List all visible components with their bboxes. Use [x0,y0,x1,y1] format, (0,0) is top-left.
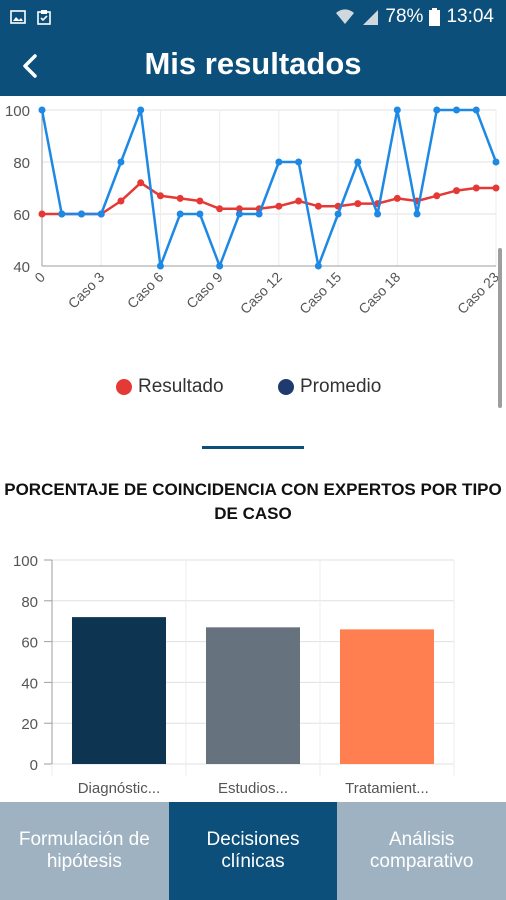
x-tick-label: Caso 15 [296,269,344,317]
data-point-resultado [472,184,480,192]
x-tick-label: Caso 6 [124,269,167,312]
y-tick-label: 20 [21,716,38,733]
data-point-resultado [117,197,125,205]
data-point-promedio [97,210,105,218]
y-tick-label: 60 [21,635,38,652]
image-icon [10,10,26,24]
bar [340,629,434,764]
data-point-promedio [38,106,46,114]
bar-chart: 0 20 40 60 80 100 Diagnóstic... Estudios... Trat… [13,553,455,797]
legend-item-resultado[interactable]: Resultado [116,376,224,398]
clock: 13:04 [446,6,494,27]
data-point-promedio [433,106,441,114]
battery-icon [429,8,441,26]
data-point-resultado [393,194,401,202]
wifi-icon [336,9,355,24]
data-point-promedio [354,158,362,166]
section-divider [202,446,304,449]
data-point-resultado [453,187,461,195]
data-point-promedio [176,210,184,218]
y-tick-label: 60 [13,207,30,224]
data-point-promedio [137,106,145,114]
legend-dot-promedio [278,379,294,395]
scrollbar[interactable] [498,248,502,408]
data-point-resultado [196,197,204,205]
app-bar: Mis resultados [0,36,506,96]
x-tick-label: Caso 12 [237,269,285,317]
x-tick-label: Caso 9 [183,269,226,312]
data-point-promedio [314,262,322,270]
x-tick-label: Caso 18 [355,269,403,317]
data-point-resultado [433,192,441,200]
clipboard-icon [37,10,51,25]
data-point-resultado [216,205,224,213]
bar [72,617,166,764]
page-title: Mis resultados [144,46,362,81]
x-tick-label: 0 [31,269,48,286]
data-point-promedio [393,106,401,114]
tab-label: Análisis comparativo [369,829,474,872]
y-tick-label: 100 [5,103,30,120]
status-bar: 78% 13:04 [0,0,506,36]
data-point-resultado [314,202,322,210]
data-point-promedio [453,106,461,114]
chart-legend: Resultado Promedio [0,376,506,404]
data-point-promedio [275,158,283,166]
x-tick-label: Caso 23 [454,269,502,317]
data-point-resultado [137,179,145,187]
chevron-left-icon [23,54,37,78]
x-category-label: Tratamient... [345,780,429,797]
data-point-promedio [334,210,342,218]
series-line-promedio [40,108,498,268]
data-point-promedio [472,106,480,114]
tab-label: Formulación de hipótesis [18,829,150,872]
tab-formulacion-hipotesis[interactable]: Formulación de hipótesis [0,802,169,900]
data-point-promedio [156,262,164,270]
legend-dot-resultado [116,379,132,395]
section-title: PORCENTAJE DE COINCIDENCIA CON EXPERTOS … [4,480,502,523]
y-tick-label: 80 [13,155,30,172]
legend-label-promedio: Promedio [300,376,382,397]
y-tick-label: 100 [13,553,38,570]
data-point-resultado [492,184,500,192]
data-point-promedio [196,210,204,218]
data-point-resultado [38,210,46,218]
x-category-label: Estudios... [218,780,288,797]
data-point-promedio [255,210,263,218]
bar [206,627,300,764]
y-tick-label: 40 [21,675,38,692]
battery-percent: 78% [385,6,424,27]
back-button[interactable] [14,50,46,82]
x-tick-label: Caso 3 [65,269,108,312]
bottom-tab-bar: Formulación de hipótesis Decisiones clín… [0,802,506,900]
x-category-label: Diagnóstic... [78,780,161,797]
data-point-resultado [275,202,283,210]
data-point-promedio [216,262,224,270]
legend-label-resultado: Resultado [138,376,224,397]
data-point-resultado [295,197,303,205]
data-point-promedio [492,158,500,166]
data-point-promedio [413,210,421,218]
y-tick-label: 80 [21,594,38,611]
data-point-resultado [156,192,164,200]
y-tick-label: 0 [30,757,38,774]
tab-decisiones-clinicas[interactable]: Decisiones clínicas [168,802,338,900]
data-point-resultado [354,200,362,208]
data-point-resultado [176,194,184,202]
y-tick-label: 40 [13,259,30,276]
data-point-resultado [235,205,243,213]
data-point-promedio [77,210,85,218]
data-point-promedio [235,210,243,218]
signal-icon [363,10,379,25]
tab-label: Decisiones clínicas [206,829,300,872]
data-point-promedio [295,158,303,166]
legend-item-promedio[interactable]: Promedio [278,376,381,398]
data-point-promedio [374,210,382,218]
tab-analisis-comparativo[interactable]: Análisis comparativo [337,802,506,900]
data-point-promedio [117,158,125,166]
data-point-promedio [58,210,66,218]
